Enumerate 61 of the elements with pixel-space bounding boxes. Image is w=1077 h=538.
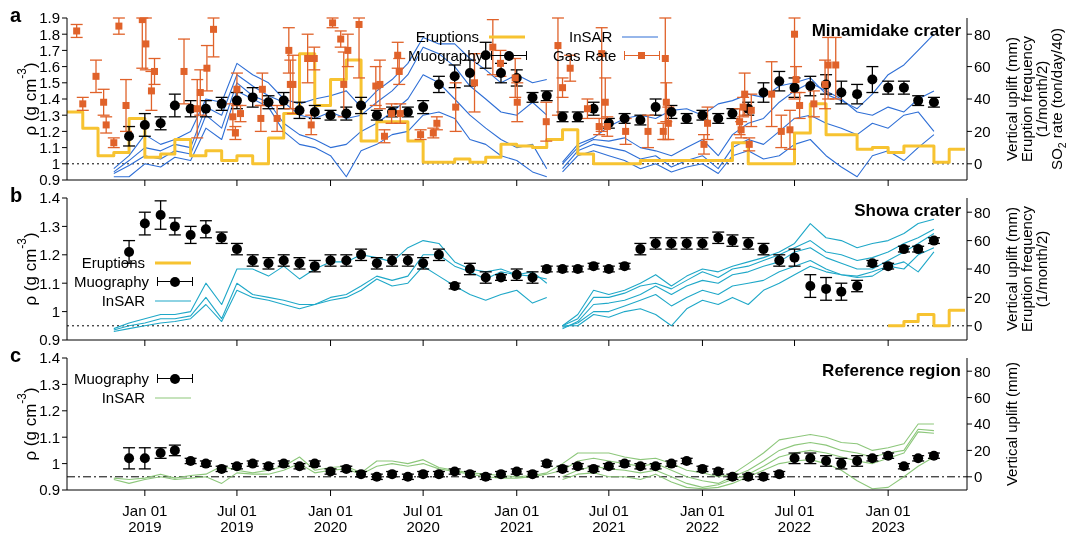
y-tick-label: 1.2 bbox=[39, 402, 60, 420]
y-tick-label: 0.9 bbox=[39, 331, 60, 349]
y2-tick-label: 0 bbox=[974, 468, 983, 486]
y-tick-label: 1.4 bbox=[39, 189, 60, 207]
x-tick-label: Jul 01 2022 bbox=[774, 501, 815, 535]
y2-tick-label: 0 bbox=[974, 317, 983, 335]
chart-title: Showa crater bbox=[854, 201, 961, 221]
y-tick-label: 1 bbox=[51, 454, 60, 472]
y2-axis-title: Vertical uplift (mm) Eruption frequency (1/month/2) bbox=[1002, 205, 1050, 332]
y-tick-label: 0.9 bbox=[39, 171, 60, 189]
y-tick-label: 1.3 bbox=[39, 217, 60, 235]
y2-tick-label: 80 bbox=[974, 25, 991, 43]
y2-tick-label: 20 bbox=[974, 288, 991, 306]
text: a bbox=[10, 4, 22, 27]
legend-label: InSAR bbox=[101, 292, 146, 309]
legend-label: Muography bbox=[74, 370, 150, 387]
legend-label: Eruptions bbox=[415, 28, 480, 45]
x-tick-label: Jan 01 2022 bbox=[679, 501, 725, 535]
y2-tick-label: 20 bbox=[974, 122, 991, 140]
y-tick-label: 1.8 bbox=[39, 25, 60, 43]
x-tick-label: Jul 01 2021 bbox=[588, 501, 629, 535]
y-tick-label: 1 bbox=[51, 302, 60, 320]
x-tick-label: Jul 01 2020 bbox=[403, 501, 444, 535]
y2-tick-label: 60 bbox=[974, 57, 991, 75]
y2-tick-label: 80 bbox=[974, 203, 991, 221]
y2-tick-label: 40 bbox=[974, 415, 991, 433]
y2-axis-title: Vertical uplift (mm) bbox=[1002, 361, 1020, 487]
y-tick-label: 1.4 bbox=[39, 90, 60, 108]
y2-tick-label: 40 bbox=[974, 260, 991, 278]
y2-tick-label: 80 bbox=[974, 362, 991, 380]
y-tick-label: 1.9 bbox=[39, 9, 60, 27]
y-tick-label: 1.6 bbox=[39, 57, 60, 75]
x-tick-label: Jan 01 2021 bbox=[494, 501, 540, 535]
y-tick-label: 1.2 bbox=[39, 246, 60, 264]
x-tick-label: Jan 01 2019 bbox=[122, 501, 168, 535]
y2-tick-label: 60 bbox=[974, 388, 991, 406]
y-tick-label: 1 bbox=[51, 155, 60, 173]
text: c bbox=[10, 344, 22, 367]
y-tick-label: 1.5 bbox=[39, 74, 60, 92]
chart-title: Reference region bbox=[822, 361, 961, 381]
chart-title: Minamidake crater bbox=[811, 21, 961, 41]
x-tick-label: Jan 01 2023 bbox=[865, 501, 911, 535]
x-tick-label: Jul 01 2019 bbox=[216, 501, 257, 535]
y-tick-label: 1.7 bbox=[39, 41, 60, 59]
y-tick-label: 1.1 bbox=[39, 274, 60, 292]
x-tick-label: Jan 01 2020 bbox=[308, 501, 354, 535]
y-tick-label: 1.1 bbox=[39, 428, 60, 446]
y2-tick-label: 40 bbox=[974, 90, 991, 108]
y-tick-label: 1.3 bbox=[39, 106, 60, 124]
y-tick-label: 1.3 bbox=[39, 375, 60, 393]
legend-label: Muography bbox=[74, 273, 150, 290]
legend-label: Eruptions bbox=[81, 254, 146, 271]
y2-tick-label: 0 bbox=[974, 155, 983, 173]
y2-tick-label: 20 bbox=[974, 441, 991, 459]
y-tick-label: 1.4 bbox=[39, 349, 60, 367]
y2-tick-label: 60 bbox=[974, 231, 991, 249]
y-tick-label: 1.2 bbox=[39, 122, 60, 140]
text: b bbox=[10, 184, 23, 207]
y-tick-label: 1.1 bbox=[39, 138, 60, 156]
y-tick-label: 0.9 bbox=[39, 481, 60, 499]
legend-label: InSAR bbox=[101, 389, 146, 406]
